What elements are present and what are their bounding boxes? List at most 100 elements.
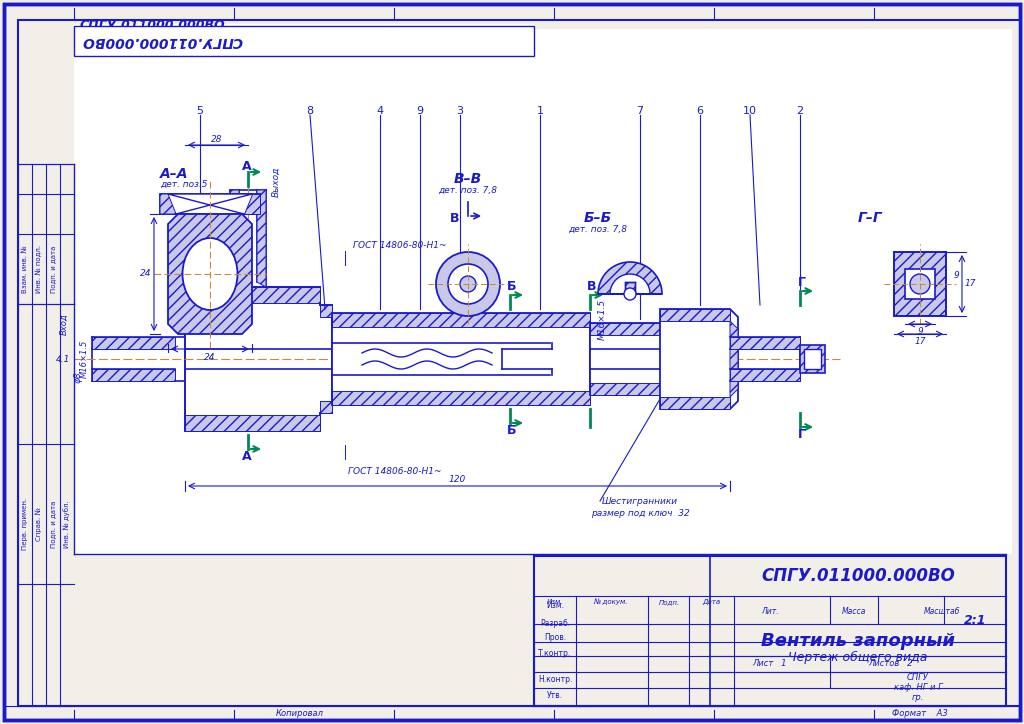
- Text: 5: 5: [197, 106, 204, 116]
- Polygon shape: [730, 321, 738, 397]
- Text: В–В: В–В: [454, 172, 482, 186]
- Polygon shape: [598, 262, 662, 294]
- Bar: [590, 323, 680, 395]
- Text: φ8: φ8: [214, 216, 226, 224]
- Text: 2:1: 2:1: [964, 615, 986, 628]
- Text: А: А: [243, 450, 252, 463]
- Polygon shape: [332, 391, 590, 405]
- Circle shape: [624, 288, 636, 300]
- Text: 7: 7: [637, 106, 643, 116]
- Polygon shape: [590, 323, 680, 335]
- Text: 3: 3: [457, 106, 464, 116]
- Text: СПГУ.011000.000ВО: СПГУ.011000.000ВО: [761, 567, 954, 585]
- Text: Изм.: Изм.: [547, 599, 563, 605]
- Text: M16×1.5: M16×1.5: [597, 298, 606, 340]
- Bar: [160, 194, 260, 214]
- Polygon shape: [319, 305, 332, 317]
- Text: Г: Г: [798, 277, 806, 290]
- Text: Б: Б: [507, 280, 517, 293]
- Bar: [534, 556, 1006, 706]
- Circle shape: [460, 276, 476, 292]
- Polygon shape: [230, 190, 239, 287]
- Text: 28: 28: [211, 135, 222, 143]
- Text: Выход: Выход: [271, 167, 281, 197]
- Text: Чертеж общего вида: Чертеж общего вида: [788, 650, 928, 663]
- Text: 10: 10: [743, 106, 757, 116]
- Text: 9: 9: [918, 327, 923, 337]
- Text: M16×1.5: M16×1.5: [80, 340, 88, 378]
- Text: Масса: Масса: [842, 607, 866, 615]
- Bar: [804, 349, 821, 369]
- Text: Листов   2: Листов 2: [867, 660, 912, 668]
- Text: Инв. № дубл.: Инв. № дубл.: [63, 500, 71, 548]
- Polygon shape: [610, 274, 650, 294]
- Text: M16×1.5: M16×1.5: [217, 203, 259, 213]
- Polygon shape: [660, 309, 738, 409]
- Bar: [894, 252, 946, 316]
- Text: Подп.: Подп.: [658, 599, 680, 605]
- Text: дет. поз. 7,8: дет. поз. 7,8: [438, 185, 498, 195]
- Polygon shape: [332, 313, 590, 405]
- Bar: [625, 282, 635, 294]
- Polygon shape: [332, 313, 590, 327]
- Text: каф. НГ и Г: каф. НГ и Г: [894, 683, 942, 692]
- Bar: [74, 24, 534, 554]
- Text: Взам. инв. №: Взам. инв. №: [22, 245, 28, 292]
- Text: Т.контр.: Т.контр.: [539, 649, 571, 659]
- Bar: [74, 26, 534, 56]
- Text: Г–Г: Г–Г: [858, 211, 883, 225]
- Polygon shape: [319, 401, 332, 413]
- Text: гр.: гр.: [911, 694, 925, 702]
- Text: Утв.: Утв.: [547, 691, 563, 701]
- Polygon shape: [660, 309, 730, 321]
- Text: дет. поз. 7,8: дет. поз. 7,8: [568, 224, 628, 234]
- Text: φ8: φ8: [74, 371, 83, 383]
- Circle shape: [449, 264, 488, 304]
- Text: 6: 6: [696, 106, 703, 116]
- Text: 24: 24: [204, 353, 216, 361]
- Text: А–А: А–А: [160, 167, 188, 181]
- Polygon shape: [168, 194, 252, 214]
- Text: Вход: Вход: [59, 313, 69, 334]
- Text: 4: 4: [377, 106, 384, 116]
- Polygon shape: [160, 194, 176, 214]
- Polygon shape: [185, 415, 319, 431]
- Text: А: А: [243, 159, 252, 172]
- Text: Разраб.: Разраб.: [540, 620, 570, 628]
- Text: Шестигранники: Шестигранники: [602, 497, 678, 505]
- Text: Формат    А3: Формат А3: [892, 709, 948, 717]
- Text: СПГУ.011000.000ВО: СПГУ.011000.000ВО: [80, 19, 225, 32]
- Polygon shape: [92, 337, 175, 349]
- Polygon shape: [244, 194, 260, 214]
- Text: 8: 8: [306, 106, 313, 116]
- Text: Вентиль запорный: Вентиль запорный: [761, 632, 955, 650]
- Text: В: В: [451, 213, 460, 225]
- Polygon shape: [168, 214, 252, 334]
- Text: Масштаб: Масштаб: [924, 607, 961, 615]
- Text: 1: 1: [537, 106, 544, 116]
- Polygon shape: [185, 287, 319, 303]
- Text: размер под ключ  32: размер под ключ 32: [591, 508, 689, 518]
- Text: 120: 120: [449, 476, 466, 484]
- Polygon shape: [590, 383, 680, 395]
- Circle shape: [436, 252, 500, 316]
- Text: 9: 9: [417, 106, 424, 116]
- Text: СПГУ.011000.000ВО: СПГУ.011000.000ВО: [82, 25, 227, 38]
- Polygon shape: [660, 397, 730, 409]
- Text: Г: Г: [798, 429, 806, 442]
- Text: Перв. примен.: Перв. примен.: [22, 498, 28, 550]
- Bar: [800, 345, 825, 373]
- Text: Изм.: Изм.: [546, 602, 564, 610]
- Text: Б–Б: Б–Б: [584, 211, 612, 225]
- Text: Лист   1: Лист 1: [753, 660, 787, 668]
- Text: СПГУ: СПГУ: [907, 673, 929, 683]
- Text: Лит.: Лит.: [761, 607, 779, 615]
- Text: 2: 2: [797, 106, 804, 116]
- Text: ГОСТ 14806-80-Н1~: ГОСТ 14806-80-Н1~: [353, 240, 446, 250]
- Text: Подп. и дата: Подп. и дата: [50, 245, 56, 292]
- Text: 9: 9: [954, 272, 959, 280]
- Text: ГОСТ 14806-80-Н1~: ГОСТ 14806-80-Н1~: [348, 466, 441, 476]
- Text: Пров.: Пров.: [544, 634, 566, 642]
- Polygon shape: [257, 190, 266, 287]
- Text: Инв. № подл.: Инв. № подл.: [36, 245, 42, 293]
